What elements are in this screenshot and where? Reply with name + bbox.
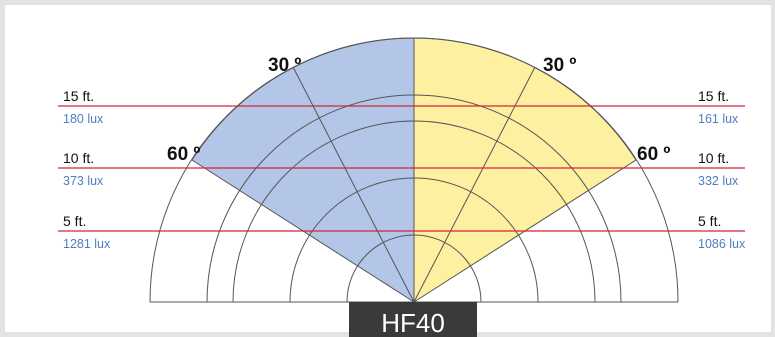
lux-label-right-10ft: 332 lux <box>698 174 739 188</box>
angle-label-left-60: 60 º <box>167 144 200 165</box>
lux-label-right-5ft: 1086 lux <box>698 237 746 251</box>
distance-lines <box>58 105 745 232</box>
lux-label-right-15ft: 161 lux <box>698 112 739 126</box>
distance-label-left-10ft: 10 ft. <box>63 150 94 166</box>
diagram-panel: 30 º 30 º 60 º 60 º 15 ft. 180 lux 10 ft… <box>5 5 771 337</box>
angle-label-left-30: 30 º <box>268 55 301 76</box>
lux-label-left-10ft: 373 lux <box>63 174 104 188</box>
beam-diagram: 30 º 30 º 60 º 60 º 15 ft. 180 lux 10 ft… <box>58 37 746 337</box>
distance-label-left-15ft: 15 ft. <box>63 88 94 104</box>
distance-label-left-5ft: 5 ft. <box>63 213 86 229</box>
model-label-box <box>349 302 477 337</box>
left-beam-wedge <box>191 37 415 303</box>
distance-label-right-5ft: 5 ft. <box>698 213 721 229</box>
lux-label-left-5ft: 1281 lux <box>63 237 111 251</box>
model-label: HF40 <box>381 308 445 337</box>
distance-label-right-10ft: 10 ft. <box>698 150 729 166</box>
lux-label-left-15ft: 180 lux <box>63 112 104 126</box>
angle-label-right-30: 30 º <box>543 55 576 76</box>
distance-label-right-15ft: 15 ft. <box>698 88 729 104</box>
angle-label-right-60: 60 º <box>637 144 670 165</box>
right-beam-wedge <box>413 37 637 303</box>
